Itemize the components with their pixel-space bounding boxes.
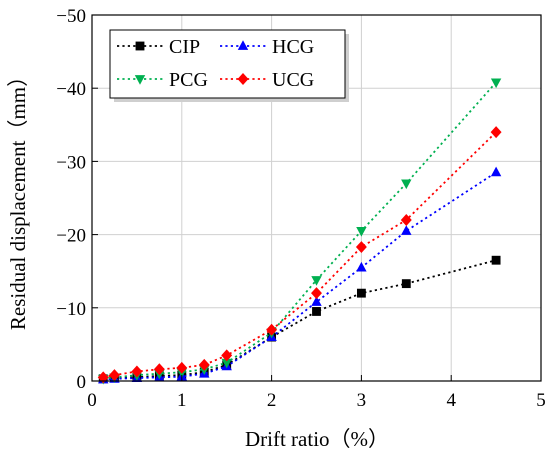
series-layer [97, 78, 502, 385]
x-tick-label: 4 [446, 390, 456, 411]
series-hcg [98, 166, 502, 384]
data-point-ucg [266, 323, 278, 336]
x-tick-label: 5 [536, 390, 546, 411]
y-tick-label: −20 [56, 226, 86, 247]
data-point-hcg [356, 261, 367, 272]
legend-marker [237, 40, 249, 50]
x-tick-label: 0 [87, 390, 97, 411]
legend-item-ucg: UCG [220, 69, 314, 91]
data-point-ucg [198, 358, 210, 371]
y-tick-label: 0 [77, 372, 87, 393]
legend-marker [134, 75, 146, 85]
legend: CIP HCG PCG UCG [109, 29, 349, 102]
legend-label: CIP [169, 36, 200, 58]
y-tick-label: −10 [56, 299, 86, 320]
y-tick-label: −40 [56, 79, 86, 100]
x-tick-label: 1 [177, 390, 187, 411]
data-point-hcg [401, 225, 412, 235]
y-tick-label: −30 [56, 152, 86, 173]
data-point-cip [491, 255, 501, 265]
data-point-ucg [131, 365, 143, 378]
axis-ticks [91, 14, 542, 382]
data-point-pcg [490, 78, 502, 89]
x-tick-label: 2 [267, 390, 277, 411]
data-point-ucg [490, 126, 502, 139]
axis-tick-labels: 0 1 2 3 4 5 0 −10 −20 −30 −40 −50 [56, 6, 545, 411]
data-point-ucg [400, 213, 412, 226]
data-point-pcg [221, 358, 232, 369]
y-tick-label: −50 [56, 6, 86, 27]
data-point-cip [401, 279, 411, 289]
legend-item-hcg: HCG [220, 36, 314, 58]
legend-item-pcg: PCG [117, 69, 208, 91]
series-pcg [98, 78, 502, 385]
data-point-ucg [108, 369, 120, 382]
plot-frame [91, 14, 542, 382]
data-point-pcg [401, 179, 412, 190]
data-point-ucg [355, 241, 367, 254]
series-ucg [97, 126, 502, 384]
x-axis-label: Drift ratio（%） [245, 427, 389, 451]
data-point-cip [356, 288, 366, 298]
legend-label: UCG [272, 69, 314, 91]
y-axis-label: Residual displacement（mm） [6, 66, 30, 330]
legend-items: CIP HCG PCG UCG [117, 36, 314, 91]
series-line-cip [103, 259, 497, 380]
legend-marker [237, 73, 249, 85]
data-point-pcg [311, 276, 322, 286]
data-point-hcg [311, 296, 322, 306]
data-point-pcg [356, 227, 367, 237]
x-tick-label: 3 [357, 390, 367, 411]
series-line-pcg [103, 81, 497, 380]
data-point-ucg [97, 371, 109, 384]
data-point-cip [312, 307, 321, 316]
legend-label: PCG [169, 69, 208, 91]
data-point-hcg [490, 166, 502, 177]
legend-item-cip: CIP [117, 36, 200, 58]
data-point-ucg [153, 363, 165, 376]
series-line-hcg [103, 171, 497, 381]
data-point-ucg [221, 349, 233, 362]
data-point-ucg [311, 287, 322, 300]
legend-box [109, 29, 346, 99]
legend-marker [135, 41, 145, 51]
legend-label: HCG [272, 36, 314, 58]
series-line-ucg [103, 131, 497, 379]
data-point-ucg [176, 361, 188, 374]
